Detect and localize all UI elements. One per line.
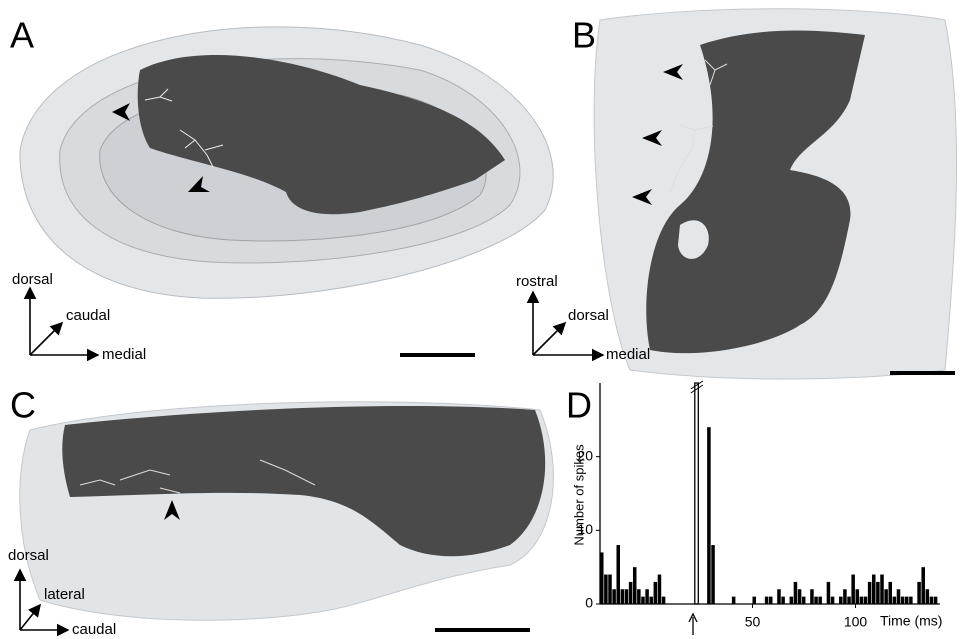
bar <box>608 575 612 604</box>
bar <box>921 567 925 604</box>
x-axis-label: Time (ms) <box>880 613 942 629</box>
bar <box>711 545 715 604</box>
panel-letter: B <box>572 15 596 56</box>
bar <box>860 597 864 604</box>
axis-label: dorsal <box>8 547 49 564</box>
axis-arrow <box>20 605 40 630</box>
bar <box>752 597 756 604</box>
axis-label: caudal <box>66 307 110 324</box>
bar <box>818 597 822 604</box>
axis-label: dorsal <box>568 307 609 324</box>
bar <box>901 597 905 604</box>
bar <box>864 597 868 604</box>
bar <box>765 597 769 604</box>
bar <box>884 589 888 604</box>
bar <box>600 552 604 604</box>
bar <box>930 597 934 604</box>
bar <box>839 597 843 604</box>
bar <box>868 582 872 604</box>
bar <box>802 597 806 604</box>
bar <box>794 582 798 604</box>
bar <box>917 582 921 604</box>
panel-letter: C <box>10 385 36 426</box>
bar <box>633 567 637 604</box>
bar <box>847 597 851 604</box>
bar <box>876 582 880 604</box>
axis-label: medial <box>102 346 146 363</box>
bar <box>934 597 938 604</box>
bar <box>872 575 876 604</box>
bar <box>658 575 662 604</box>
bar <box>695 383 699 604</box>
axis-label: rostral <box>516 273 558 290</box>
bar <box>843 589 847 604</box>
bar <box>926 589 930 604</box>
y-tick-label: 20 <box>577 447 593 463</box>
bar <box>621 589 625 604</box>
bar <box>798 589 802 604</box>
bar <box>893 597 897 604</box>
bar <box>616 545 620 604</box>
bar <box>814 597 818 604</box>
bar <box>654 582 658 604</box>
bar <box>662 597 666 604</box>
bar <box>856 589 860 604</box>
bar <box>707 427 711 604</box>
panel-c: C dorsal lateral caudal <box>8 385 553 638</box>
axis-arrow <box>533 323 565 355</box>
bar <box>629 582 633 604</box>
bar <box>909 597 913 604</box>
bar <box>732 597 736 604</box>
bar <box>625 589 629 604</box>
bar <box>827 582 831 604</box>
panel-letter: A <box>10 15 34 56</box>
bar <box>604 575 608 604</box>
stimulus-arrow <box>689 614 697 635</box>
x-tick-label: 50 <box>745 614 761 630</box>
bar <box>880 575 884 604</box>
panel-a: A dorsal caudal medial <box>10 15 553 363</box>
y-tick-label: 0 <box>585 595 593 611</box>
bar <box>790 597 794 604</box>
bar <box>851 575 855 604</box>
bar <box>897 589 901 604</box>
bar <box>905 597 909 604</box>
bar <box>769 597 773 604</box>
y-tick-label: 10 <box>577 521 593 537</box>
figure: A dorsal caudal medial B rostral dorsal … <box>0 0 963 639</box>
x-tick-label: 100 <box>844 614 868 630</box>
axis-label: dorsal <box>12 271 53 288</box>
bar <box>645 589 649 604</box>
axis-label: lateral <box>44 586 85 603</box>
bar <box>777 589 781 604</box>
bar <box>649 597 653 604</box>
axis-label: caudal <box>72 621 116 638</box>
axis-label: medial <box>606 346 650 363</box>
panel-letter: D <box>566 385 592 426</box>
axis-arrow <box>30 323 62 355</box>
bar <box>637 589 641 604</box>
bar <box>810 589 814 604</box>
bar <box>888 582 892 604</box>
bar <box>831 597 835 604</box>
panel-b: B rostral dorsal medial <box>516 9 957 379</box>
bar <box>612 589 616 604</box>
bar <box>781 597 785 604</box>
bar <box>641 597 645 604</box>
